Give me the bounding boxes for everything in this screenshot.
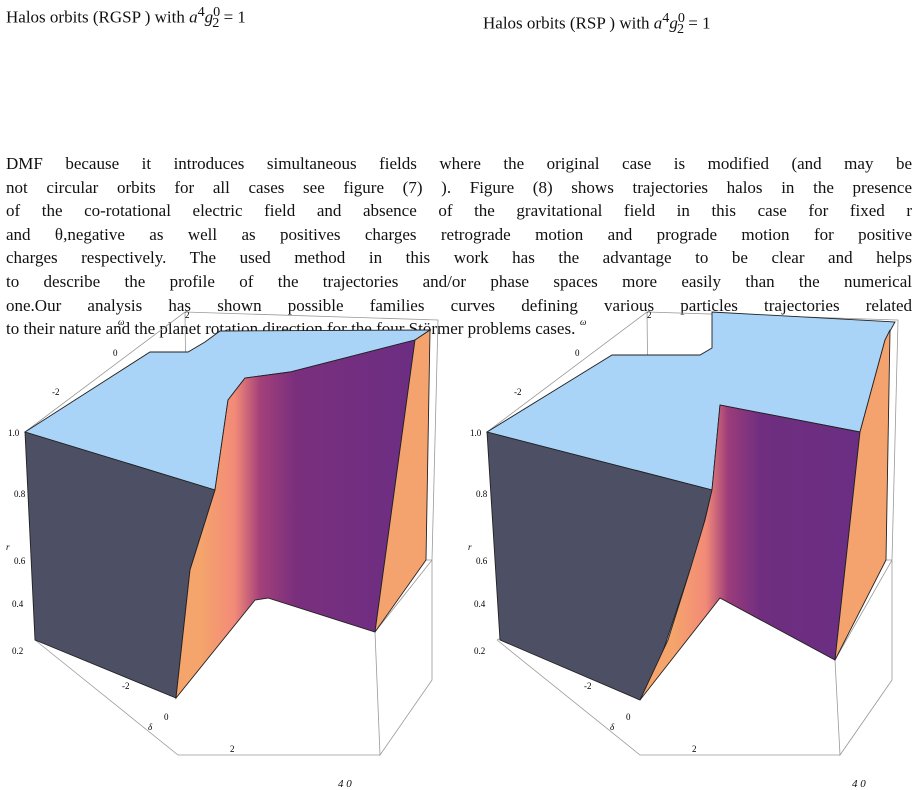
omega-tick: -2 [514,387,522,397]
axis-label: ω [580,317,586,327]
math: 2 [212,15,220,32]
omega-tick: 0 [113,348,118,358]
math: 0 [860,778,866,790]
r-tick: 0.6 [476,556,488,566]
omega-tick: -2 [52,387,60,397]
delta-tick: 0 [164,712,169,722]
r-tick: 0.8 [14,489,26,499]
paragraph-line: to describe the profile of the trajector… [6,271,912,291]
delta-tick: -2 [122,681,130,691]
r-tick: 1.0 [8,428,20,438]
paragraph-line: one.Our analysis has shown possible fami… [6,295,912,315]
math: 0 [677,10,685,26]
paragraph-line: to their nature and the planet rotation … [6,319,576,339]
surfaces [23,311,896,701]
omega-tick: 0 [575,348,580,358]
delta-tick: -2 [584,681,592,691]
math: g [669,13,678,33]
math: 0 [213,4,221,20]
r-tick: 0.2 [12,646,23,656]
r-tick: 0.4 [12,599,24,609]
caption-text: Halos orbits (RGSP ) with [6,7,185,27]
axis-label: δ [148,722,153,732]
r-tick: 1.0 [470,428,482,438]
caption-text: Halos orbits (RSP ) with [483,13,650,33]
caption: Halos orbits (RGSP ) with a4g02 = 1 [6,4,246,32]
math: 0 [346,778,352,790]
caption-fragment: 4 0 [852,778,866,790]
axis-label: ω [118,317,124,327]
math: 4 [852,778,858,790]
paragraph: DMF because it introduces simultaneous f… [6,152,912,341]
paragraph-line: not circular orbits for all cases see fi… [6,177,912,197]
r-tick: 0.6 [14,556,26,566]
caption: Halos orbits (RSP ) with a4g02 = 1 [483,10,711,38]
delta-tick: 0 [626,712,631,722]
r-tick: 0.4 [474,599,486,609]
r-tick: 0.8 [476,489,488,499]
math: = 1 [223,7,246,27]
math: 2 [676,21,685,38]
math: a [189,7,198,27]
math: 4 [197,4,205,20]
omega-tick: 2 [185,310,190,320]
r-tick: 0.2 [474,646,485,656]
axis-label: r [468,542,472,552]
math: = 1 [688,13,711,33]
math: a [653,13,663,33]
math: 4 [662,10,670,26]
paragraph-line: of the co-rotational electric field and … [6,201,912,221]
axis-label: r [6,542,10,552]
math: g [204,7,214,27]
axis-label: δ [610,722,615,732]
paragraph-line: charges respectively. The used method in… [6,248,912,268]
paragraph-line: and θ,negative as well as positives char… [6,224,912,244]
math: 4 [338,778,344,790]
delta-tick: 2 [230,744,235,754]
paragraph-line: DMF because it introduces simultaneous f… [6,154,912,173]
caption-fragment: 4 0 [338,778,352,790]
delta-tick: 2 [692,744,697,754]
omega-tick: 2 [647,310,652,320]
